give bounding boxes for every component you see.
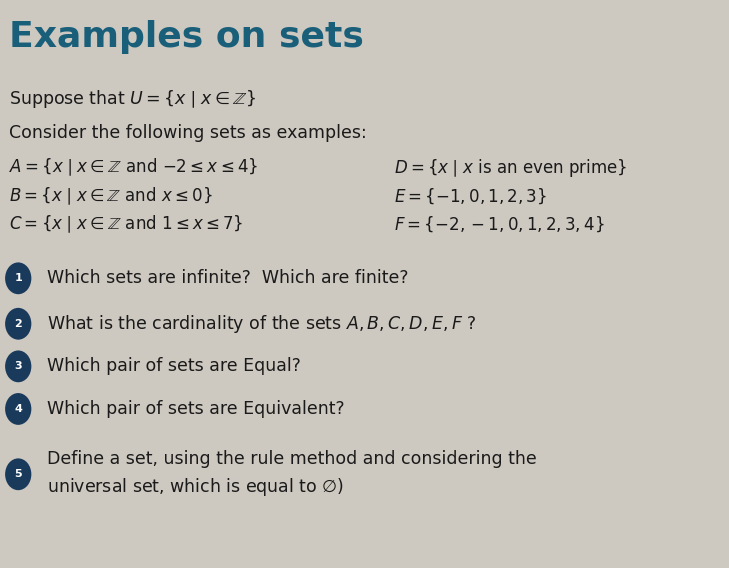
Text: Which pair of sets are Equivalent?: Which pair of sets are Equivalent? — [47, 400, 345, 418]
Ellipse shape — [5, 308, 31, 340]
Text: Which sets are infinite?  Which are finite?: Which sets are infinite? Which are finit… — [47, 269, 409, 287]
Text: $D = \{x\mid x$ is an even prime$\}$: $D = \{x\mid x$ is an even prime$\}$ — [394, 157, 627, 178]
Text: $B = \{x\mid x \in \mathbb{Z}$ and $x \leq 0\}$: $B = \{x\mid x \in \mathbb{Z}$ and $x \l… — [9, 185, 212, 207]
Text: $C = \{x\mid x \in \mathbb{Z}$ and $1 \leq x \leq 7\}$: $C = \{x\mid x \in \mathbb{Z}$ and $1 \l… — [9, 214, 243, 235]
Ellipse shape — [5, 393, 31, 425]
Text: $E = \{-1, 0, 1, 2, 3\}$: $E = \{-1, 0, 1, 2, 3\}$ — [394, 186, 547, 206]
Text: Examples on sets: Examples on sets — [9, 20, 364, 54]
Text: $A = \{x\mid x \in \mathbb{Z}$ and $-2 \leq x \leq 4\}$: $A = \{x\mid x \in \mathbb{Z}$ and $-2 \… — [9, 157, 258, 178]
Text: 5: 5 — [15, 469, 22, 479]
Ellipse shape — [5, 262, 31, 294]
Text: Consider the following sets as examples:: Consider the following sets as examples: — [9, 124, 367, 143]
Text: Define a set, using the rule method and considering the
universal set, which is : Define a set, using the rule method and … — [47, 450, 537, 498]
Ellipse shape — [5, 458, 31, 490]
Text: Suppose that $U = \{x\mid x \in \mathbb{Z}\}$: Suppose that $U = \{x\mid x \in \mathbb{… — [9, 89, 257, 110]
Text: 2: 2 — [15, 319, 22, 329]
Text: 3: 3 — [15, 361, 22, 371]
Text: Which pair of sets are Equal?: Which pair of sets are Equal? — [47, 357, 301, 375]
Text: 1: 1 — [15, 273, 22, 283]
Text: What is the cardinality of the sets $A, B, C, D, E, F$ ?: What is the cardinality of the sets $A, … — [47, 313, 477, 335]
Text: 4: 4 — [15, 404, 22, 414]
Text: $F = \{-2, -1, 0, 1, 2, 3, 4\}$: $F = \{-2, -1, 0, 1, 2, 3, 4\}$ — [394, 215, 604, 234]
Ellipse shape — [5, 350, 31, 382]
